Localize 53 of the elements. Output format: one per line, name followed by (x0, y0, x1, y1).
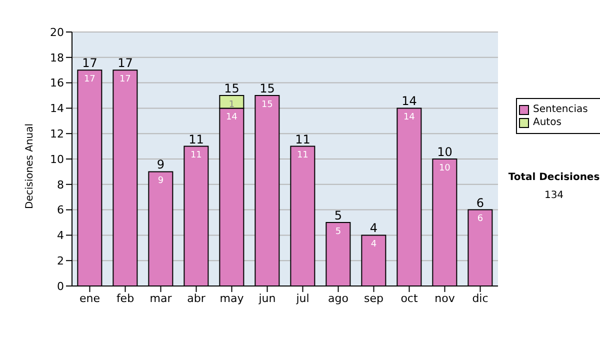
x-tick-label: feb (116, 292, 134, 305)
y-tick-label: 12 (50, 128, 64, 141)
x-tick-label: sep (364, 292, 384, 305)
total-label: 10 (437, 145, 452, 159)
y-tick-label: 10 (50, 152, 64, 166)
x-tick-label: nov (434, 292, 456, 305)
data-label: 17 (119, 74, 131, 84)
y-axis-title: Decisiones Anual (24, 123, 36, 209)
total-label: 17 (82, 56, 98, 70)
data-label: 17 (84, 74, 96, 84)
total-label: 4 (370, 221, 378, 236)
data-label: 5 (335, 226, 342, 237)
total-label: 17 (118, 56, 133, 70)
legend-label: Sentencias (533, 103, 588, 116)
y-tick-label: 20 (50, 26, 64, 39)
legend-label: Autos (533, 116, 562, 129)
y-tick-label: 14 (50, 102, 64, 116)
y-tick-label: 8 (57, 178, 64, 192)
total-label: 14 (402, 94, 417, 108)
data-label: 11 (296, 150, 308, 161)
total-label: 15 (260, 82, 275, 96)
data-label: 15 (261, 100, 273, 110)
data-label: 1 (228, 100, 235, 110)
data-label: 10 (438, 163, 451, 174)
text: 134 (543, 190, 565, 201)
x-tick-label: jul (295, 292, 310, 305)
x-tick-label: dic (472, 292, 488, 305)
total-label: 6 (476, 196, 484, 210)
y-tick-label: 18 (50, 51, 64, 64)
x-tick-label: ago (328, 292, 349, 305)
x-tick-label: ene (79, 292, 100, 305)
data-label: 14 (403, 112, 416, 123)
y-tick-label: 0 (57, 280, 64, 293)
x-tick-label: abr (187, 292, 206, 305)
x-tick-label: may (220, 292, 244, 305)
x-tick-label: jun (258, 292, 276, 305)
y-tick-label: 6 (57, 204, 64, 217)
y-tick-label: 16 (50, 76, 64, 90)
total-label: 5 (334, 208, 342, 222)
data-label: 6 (477, 214, 484, 224)
total-label: 11 (295, 132, 310, 146)
x-tick-label: oct (400, 292, 418, 305)
data-label: 14 (226, 112, 238, 123)
data-label: 9 (158, 176, 164, 186)
text: Total Decisiones (507, 172, 600, 183)
total-label: 9 (156, 158, 165, 172)
total-label: 11 (188, 132, 204, 146)
total-label: 15 (224, 82, 240, 96)
y-tick-label: 2 (57, 254, 64, 268)
x-tick-label: mar (150, 292, 172, 305)
data-label: 11 (190, 150, 202, 161)
y-tick-label: 4 (57, 229, 64, 242)
data-label: 4 (370, 240, 377, 250)
